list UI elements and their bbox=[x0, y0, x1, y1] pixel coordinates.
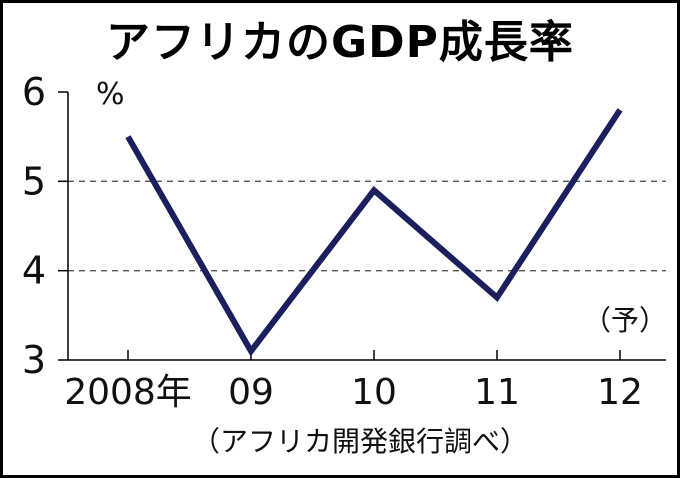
chart-title: アフリカのGDP成長率 bbox=[106, 17, 574, 68]
x-tick-label-1: 09 bbox=[228, 372, 274, 413]
tick-labels: 3 4 5 6 2008年 09 10 11 12 bbox=[22, 70, 643, 413]
y-unit-label: % bbox=[96, 77, 125, 112]
y-tick-label-3: 3 bbox=[22, 338, 46, 382]
source-note: （アフリカ開発銀行調べ） bbox=[192, 425, 528, 458]
y-tick-label-6: 6 bbox=[22, 70, 46, 114]
forecast-note: （予） bbox=[583, 304, 667, 337]
axes bbox=[58, 91, 666, 361]
x-tick-label-2: 10 bbox=[351, 372, 397, 413]
grid-lines bbox=[68, 180, 666, 272]
series-line-0 bbox=[125, 108, 623, 357]
y-tick-label-5: 5 bbox=[22, 159, 46, 203]
x-tick-label-4: 12 bbox=[597, 372, 643, 413]
x-tick-label-0: 2008年 bbox=[64, 372, 192, 413]
series-group bbox=[125, 108, 623, 357]
x-tick-label-3: 11 bbox=[474, 372, 520, 413]
y-tick-label-4: 4 bbox=[22, 249, 46, 293]
